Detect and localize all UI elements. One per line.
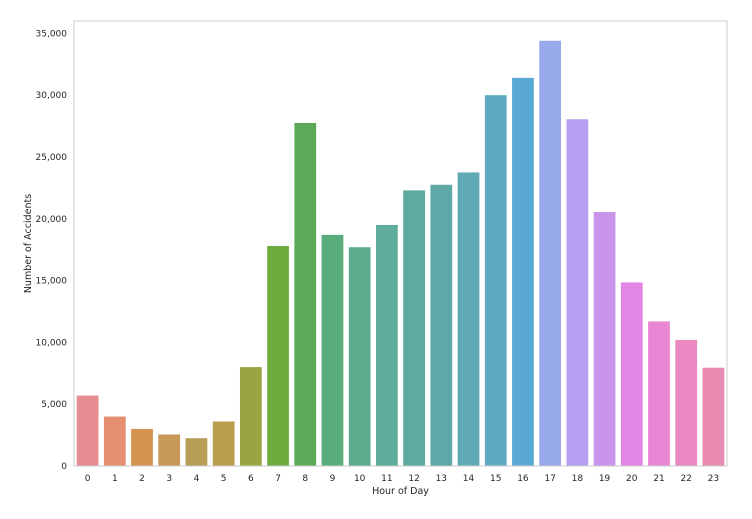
x-tick-label: 11 (381, 474, 392, 484)
x-tick-label: 5 (221, 474, 227, 484)
x-tick-label: 8 (302, 474, 308, 484)
x-tick-label: 7 (275, 474, 281, 484)
y-tick-label: 5,000 (41, 400, 67, 410)
bar-hour-15 (484, 95, 507, 467)
bar-hour-5 (212, 421, 235, 466)
x-tick-label: 0 (85, 474, 91, 484)
bar-hour-2 (131, 428, 153, 466)
x-tick-label: 19 (599, 474, 611, 484)
x-tick-label: 9 (330, 474, 336, 484)
bar-hour-7 (267, 245, 289, 466)
x-tick-label: 3 (166, 474, 172, 484)
x-axis-label: Hour of Day (372, 486, 429, 497)
bar-hour-14 (457, 172, 480, 466)
y-tick-label: 30,000 (36, 91, 68, 101)
bar-hour-19 (593, 211, 616, 466)
bar-hour-12 (403, 190, 425, 466)
y-tick-label: 35,000 (36, 29, 68, 39)
y-tick-label: 15,000 (36, 277, 68, 287)
x-tick-label: 4 (194, 474, 200, 484)
bar-hour-11 (376, 224, 398, 466)
x-tick-label: 10 (354, 474, 366, 484)
bar-hour-21 (648, 321, 670, 466)
x-tick-label: 6 (248, 474, 254, 484)
bar-hour-4 (185, 438, 208, 466)
x-tick-label: 22 (680, 474, 691, 484)
y-tick-label: 20,000 (36, 215, 68, 225)
bar-hour-23 (702, 367, 725, 466)
x-tick-label: 20 (626, 474, 638, 484)
bar-hour-17 (539, 40, 562, 467)
x-tick-label: 15 (490, 474, 501, 484)
x-tick-label: 21 (653, 474, 664, 484)
x-axis-ticks: 0 1 2 3 4 5 6 7 8 9 10 11 12 13 14 15 16 17 18 19 20 21 22 23 (85, 474, 719, 484)
bars-group (76, 40, 725, 467)
x-tick-label: 16 (517, 474, 529, 484)
y-axis-label: Number of Accidents (23, 194, 34, 293)
bar-hour-6 (239, 367, 262, 466)
x-tick-label: 12 (408, 474, 419, 484)
plot-frame (73, 20, 728, 467)
bar-hour-10 (348, 247, 371, 466)
bar-hour-1 (103, 416, 126, 466)
y-tick-label: 10,000 (36, 338, 68, 348)
bar-hour-3 (158, 434, 181, 466)
x-tick-label: 23 (708, 474, 719, 484)
bar-hour-16 (512, 77, 534, 466)
bar-hour-8 (294, 122, 317, 467)
bar-hour-20 (620, 282, 643, 466)
y-tick-label: 25,000 (36, 153, 68, 163)
x-tick-label: 17 (544, 474, 555, 484)
x-tick-label: 1 (112, 474, 118, 484)
y-axis-ticks: 0 5,000 10,000 15,000 20,000 25,000 30,000 35,0… (36, 29, 68, 472)
x-tick-label: 18 (572, 474, 584, 484)
bar-hour-13 (430, 184, 453, 466)
x-tick-label: 13 (436, 474, 447, 484)
y-tick-label: 0 (61, 462, 67, 472)
bar-hour-0 (76, 395, 99, 466)
bar-hour-9 (321, 234, 344, 466)
x-tick-label: 14 (463, 474, 475, 484)
bar-hour-22 (675, 339, 698, 466)
x-tick-label: 2 (139, 474, 145, 484)
bar-hour-18 (566, 119, 589, 466)
